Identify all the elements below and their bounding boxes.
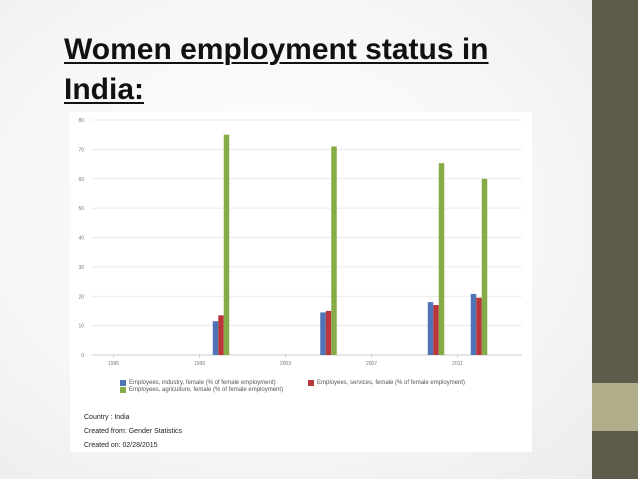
y-tick-label: 60 xyxy=(78,177,84,183)
bar xyxy=(481,178,488,355)
footer-created-from: Created from: Gender Statistics xyxy=(84,428,183,435)
bar xyxy=(427,302,434,355)
x-tick-label: 1999 xyxy=(194,361,205,367)
x-tick-label: 2007 xyxy=(366,361,377,367)
chart-panel: 0 10 20 30 40 50 60 70 80 1995 1999 2003 2007 2011 Em… xyxy=(70,112,532,452)
y-tick-label: 40 xyxy=(78,236,84,242)
bar xyxy=(223,134,230,355)
legend-item: Employees, services, female (% of female… xyxy=(308,380,465,386)
y-tick-label: 0 xyxy=(81,353,84,359)
bar xyxy=(331,146,337,355)
y-tick-label: 10 xyxy=(78,324,84,330)
bar xyxy=(218,315,224,355)
y-tick-label: 50 xyxy=(78,206,84,212)
legend-item: Employees, industry, female (% of female… xyxy=(120,380,276,386)
y-tick-label: 20 xyxy=(78,294,84,300)
legend-label: Employees, agriculture, female (% of fem… xyxy=(129,387,284,393)
bar xyxy=(325,310,332,355)
y-tick-label: 70 xyxy=(78,147,84,153)
legend-swatch xyxy=(120,380,126,386)
footer-country: Country : India xyxy=(84,414,130,421)
bar xyxy=(433,305,439,355)
x-tick-label: 1995 xyxy=(108,361,119,367)
legend-label: Employees, services, female (% of female… xyxy=(317,380,466,386)
slide-title: Women employment status in India: xyxy=(64,33,489,106)
bar xyxy=(320,312,326,355)
legend-item: Employees, agriculture, female (% of fem… xyxy=(120,387,283,393)
y-tick-label: 30 xyxy=(78,265,84,271)
bar xyxy=(212,321,219,355)
bar xyxy=(438,163,445,355)
legend-swatch xyxy=(120,387,126,393)
y-tick-label: 80 xyxy=(78,118,84,124)
x-tick-label: 2003 xyxy=(280,361,291,367)
sidebar-accent-block xyxy=(592,383,638,431)
legend-label: Employees, industry, female (% of female… xyxy=(129,380,276,386)
footer-created-on: Created on: 02/28/2015 xyxy=(84,442,158,449)
legend-swatch xyxy=(308,380,314,386)
bar xyxy=(476,297,482,355)
bar xyxy=(470,293,477,355)
x-tick-label: 2011 xyxy=(452,361,463,367)
bar-chart: 0 10 20 30 40 50 60 70 80 1995 1999 2003 2007 2011 xyxy=(78,118,522,367)
